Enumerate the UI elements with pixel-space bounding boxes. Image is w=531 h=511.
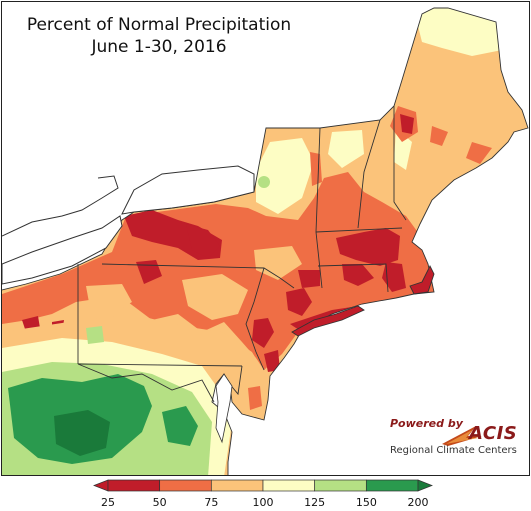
region-normal-adirondacks [256,138,314,214]
cape-cod [409,264,435,295]
lake-ontario [121,165,255,215]
acis-swoosh-icon [442,426,482,446]
acis-logo: Powered by ACIS Regional Climate Centers [384,414,524,460]
region-wet-ohio-spot [86,326,104,344]
wv-va-border [77,363,215,403]
pa-southern-border [77,363,243,367]
region-very-dry-maine-spot [400,114,414,134]
map-title: Percent of Normal Precipitation [26,15,292,35]
region-dry-band [2,172,434,370]
region-very-dry-se-pa [264,350,280,372]
region-below-normal-central-pa [182,274,248,320]
region-normal-vermont [328,130,364,168]
precip-anomaly-shading [2,8,502,475]
legend-tick-label: 50 [152,496,167,509]
legend-tick-label: 200 [407,496,429,509]
region-wettest-wv [54,410,110,456]
region-very-dry-ct [342,264,374,286]
region-below-normal-catskills [254,246,302,280]
legend-arrow-high [417,479,433,492]
legend-bin [107,479,161,492]
chesapeake-bay [215,373,233,444]
ma-northern-border [315,227,403,233]
legend-bin [210,479,264,492]
vt-nh-border [357,119,381,229]
legend-bin [159,479,212,492]
region-very-dry-finger-lakes [186,224,220,258]
legend-tick-label: 25 [101,496,115,509]
ny-pa-border [101,263,295,289]
legend-colorbar [93,479,433,492]
legend-arrow-low [93,479,109,492]
precipitation-map: Percent of Normal Precipitation June 1-3… [1,1,530,476]
acis-wordmark: ACIS [469,423,518,444]
legend-tick-label: 75 [204,496,219,509]
region-very-dry-nj [252,318,274,348]
region-very-wet-va [162,406,198,446]
region-very-dry-sw-ny [136,260,162,284]
lake-erie [2,215,123,285]
legend-tick-label: 100 [252,496,274,509]
regional-climate-centers-label: Regional Climate Centers [390,445,517,456]
legend-tick-label: 150 [355,496,377,509]
region-dry-maine-east [466,142,492,164]
region-dry-eastern-shore [248,386,262,410]
lake-huron-shore [2,175,119,237]
state-borders [2,7,529,475]
powered-by-label: Powered by [390,417,463,430]
region-below-normal-western-pa [86,284,132,314]
legend-tick-label: 125 [304,496,326,509]
region-wet-spot-ny [258,176,270,188]
legend-bin [365,479,419,492]
ma-ct-border [317,263,389,293]
region-very-dry-ne-pa [298,270,320,288]
nh-maine-border [393,106,407,221]
land-outline [2,7,529,475]
region-dry-maine-coast [430,126,448,146]
region-dry-vermont [310,152,322,186]
region-very-dry-ri [382,262,406,292]
region-very-dry-nyc [286,288,312,316]
map-canvas [2,7,529,475]
nj-border [245,267,265,371]
legend-bin [314,479,367,492]
region-very-dry-mass [336,228,400,266]
long-island [291,305,365,337]
legend-bin [262,479,316,492]
map-date-range: June 1-30, 2016 [91,37,227,57]
